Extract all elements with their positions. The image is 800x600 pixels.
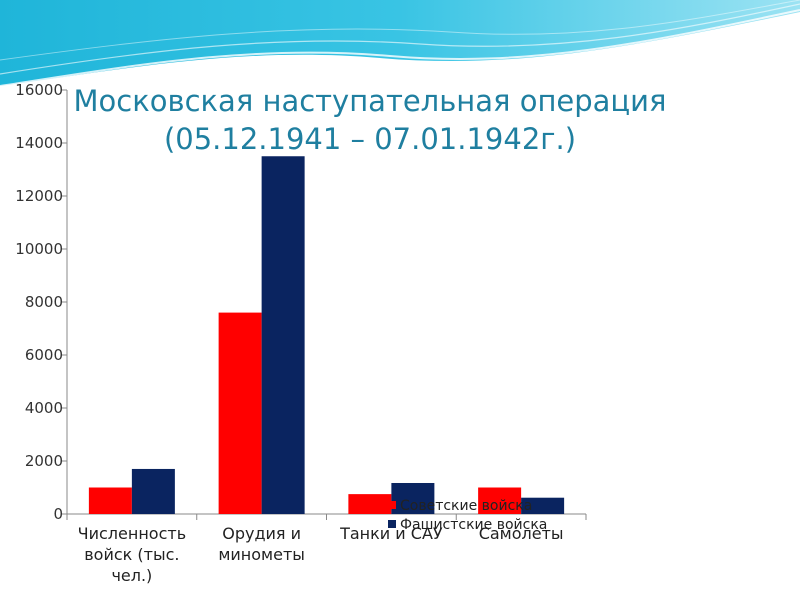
bar-series-1-category-3 xyxy=(348,494,392,514)
legend: Советские войска Фашистские войска xyxy=(388,498,547,533)
legend-label: Советские войска xyxy=(400,498,532,514)
bar-series-2-category-4 xyxy=(521,497,565,514)
bar-series-2-category-1 xyxy=(131,468,175,514)
slide-header-banner xyxy=(0,0,800,87)
category-label: минометы xyxy=(218,545,305,564)
category-label: Орудия и xyxy=(222,524,301,543)
bar-series-2-category-3 xyxy=(391,482,435,514)
y-tick-label: 4000 xyxy=(25,399,63,417)
chart-title-line-2: (05.12.1941 – 07.01.1942г.) xyxy=(163,122,577,156)
y-tick-label: 16000 xyxy=(15,81,63,99)
y-axis: 0 2000 4000 6000 8000 10000 12000 14000 16000 xyxy=(15,81,68,523)
y-tick-label: 2000 xyxy=(25,452,63,470)
bar-series-1-category-4 xyxy=(478,487,522,514)
legend-label: Фашистские войска xyxy=(400,517,547,533)
category-label: Самолеты xyxy=(479,524,564,543)
bar-series-2-category-2 xyxy=(261,156,305,514)
category-label: войск (тыс. xyxy=(84,545,179,564)
y-tick-label: 10000 xyxy=(15,240,63,258)
bar-series-1-category-1 xyxy=(88,487,132,514)
category-label: Численность xyxy=(78,524,187,543)
legend-swatch xyxy=(388,520,396,528)
category-label: Танки и САУ xyxy=(339,524,443,543)
y-tick-label: 0 xyxy=(53,505,63,523)
category-label: чел.) xyxy=(111,566,152,585)
y-tick-label: 12000 xyxy=(15,187,63,205)
y-tick-label: 6000 xyxy=(25,346,63,364)
chart-title: Московская наступательная операция (05.1… xyxy=(60,82,680,158)
y-tick-label: 14000 xyxy=(15,134,63,152)
bars xyxy=(88,156,565,514)
y-tick-label: 8000 xyxy=(25,293,63,311)
legend-swatch xyxy=(388,501,396,509)
chart-title-line-1: Московская наступательная операция xyxy=(73,84,667,118)
category-labels: Численность войск (тыс. чел.) Орудия и мином… xyxy=(78,524,564,585)
bar-series-1-category-2 xyxy=(218,312,262,514)
